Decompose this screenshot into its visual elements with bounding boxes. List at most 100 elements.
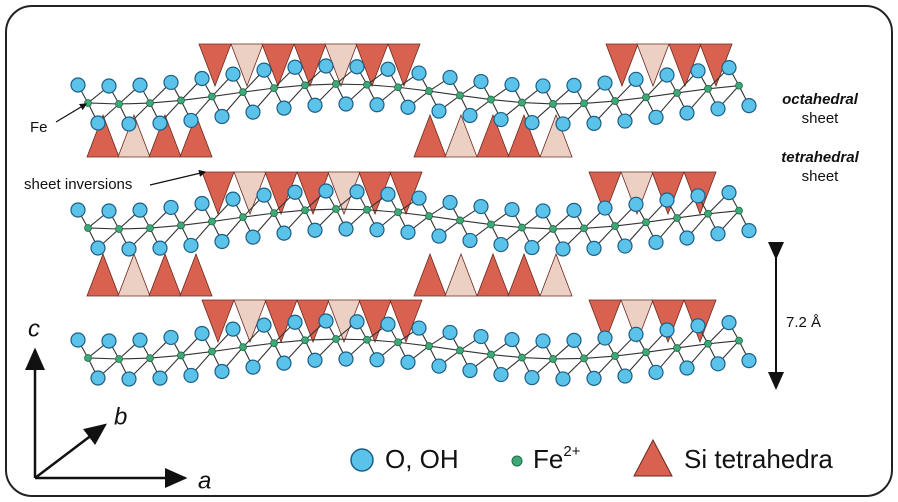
iron-atom xyxy=(457,217,464,224)
oxygen-atom xyxy=(288,315,302,329)
tetrahedron xyxy=(118,254,150,296)
oxygen-atom xyxy=(505,78,519,92)
oxygen-atom xyxy=(71,333,85,347)
oxygen-atom xyxy=(494,113,508,127)
oxygen-atom xyxy=(474,330,488,344)
bond xyxy=(646,218,677,222)
oxygen-atom xyxy=(505,333,519,347)
iron-atom xyxy=(705,85,712,92)
oxygen-atom xyxy=(742,99,756,113)
legend-iron-charge: 2+ xyxy=(563,443,580,460)
oxygen-atom xyxy=(443,195,457,209)
oxygen-atom xyxy=(381,187,395,201)
bond xyxy=(243,213,274,217)
oxygen-atom xyxy=(277,226,291,240)
oxygen-atom xyxy=(432,229,446,243)
iron-atom xyxy=(364,206,371,213)
oxygen-atom xyxy=(381,62,395,76)
oxygen-atom xyxy=(195,72,209,86)
oxygen-atom xyxy=(122,372,136,386)
iron-atom xyxy=(302,207,309,214)
oxygen-atom xyxy=(742,224,756,238)
oxygen-atom xyxy=(308,353,322,367)
oxygen-atom xyxy=(680,361,694,375)
tetrahedral-sheet-label: sheet xyxy=(802,168,840,185)
oxygen-atom xyxy=(246,230,260,244)
bond xyxy=(367,210,398,213)
oxygen-atom xyxy=(598,331,612,345)
iron-atom xyxy=(519,354,526,361)
iron-atom xyxy=(85,354,92,361)
tetrahedron xyxy=(477,254,509,296)
tetrahedron xyxy=(414,254,446,296)
bond xyxy=(150,225,181,228)
oxygen-atom xyxy=(598,76,612,90)
legend-tetrahedra-symbol xyxy=(634,440,672,476)
iron-atom xyxy=(643,94,650,101)
bond xyxy=(212,347,243,351)
bond xyxy=(553,358,584,359)
oxygen-atom xyxy=(122,242,136,256)
iron-atom xyxy=(643,349,650,356)
bond xyxy=(88,228,119,229)
iron-atom xyxy=(85,99,92,106)
bond xyxy=(522,358,553,359)
iron-atom xyxy=(426,88,433,95)
bond xyxy=(460,95,491,99)
oxygen-atom xyxy=(401,225,415,239)
oxygen-atom xyxy=(164,330,178,344)
tetrahedron xyxy=(180,254,212,296)
oxygen-atom xyxy=(587,241,601,255)
oxygen-atom xyxy=(277,101,291,115)
bond xyxy=(398,87,429,91)
iron-atom xyxy=(116,225,123,232)
bond xyxy=(460,350,491,354)
oxygen-atom xyxy=(432,104,446,118)
oxygen-atom xyxy=(153,116,167,130)
iron-atom xyxy=(209,348,216,355)
oxygen-atom xyxy=(649,365,663,379)
iron-atom xyxy=(85,224,92,231)
oxygen-atom xyxy=(556,242,570,256)
iron-atom xyxy=(426,343,433,350)
oxygen-atom xyxy=(494,368,508,382)
oxygen-atom xyxy=(711,102,725,116)
oxygen-atom xyxy=(339,222,353,236)
bond xyxy=(181,222,212,226)
oxygen-atom xyxy=(195,327,209,341)
oxygen-atom xyxy=(525,241,539,255)
oxygen-atom xyxy=(722,186,736,200)
a-axis-label: a xyxy=(198,467,211,494)
oxygen-atom xyxy=(350,185,364,199)
bond xyxy=(646,93,677,97)
oxygen-atom xyxy=(381,317,395,331)
oxygen-atom xyxy=(649,110,663,124)
oxygen-atom xyxy=(319,59,333,73)
bond xyxy=(150,355,181,358)
oxygen-atom xyxy=(463,363,477,377)
oxygen-atom xyxy=(246,105,260,119)
bond xyxy=(708,86,739,89)
oxygen-atom xyxy=(536,204,550,218)
oxygen-atom xyxy=(660,193,674,207)
oxygen-atom xyxy=(567,333,581,347)
bond xyxy=(708,341,739,344)
bond xyxy=(274,210,305,213)
oxygen-atom xyxy=(288,185,302,199)
bond xyxy=(336,339,367,340)
bond xyxy=(491,225,522,228)
crystal-structure xyxy=(71,44,756,386)
oxygen-atom xyxy=(277,356,291,370)
oxygen-atom xyxy=(164,75,178,89)
oxygen-atom xyxy=(370,98,384,112)
legend-oxygen-label: O, OH xyxy=(385,444,459,474)
iron-atom xyxy=(736,337,743,344)
iron-atom xyxy=(581,225,588,232)
iron-atom xyxy=(674,89,681,96)
sheet-inversions-label: sheet inversions xyxy=(24,176,132,193)
oxygen-atom xyxy=(525,116,539,130)
oxygen-atom xyxy=(319,314,333,328)
oxygen-atom xyxy=(246,360,260,374)
bond xyxy=(553,228,584,229)
oxygen-atom xyxy=(722,316,736,330)
